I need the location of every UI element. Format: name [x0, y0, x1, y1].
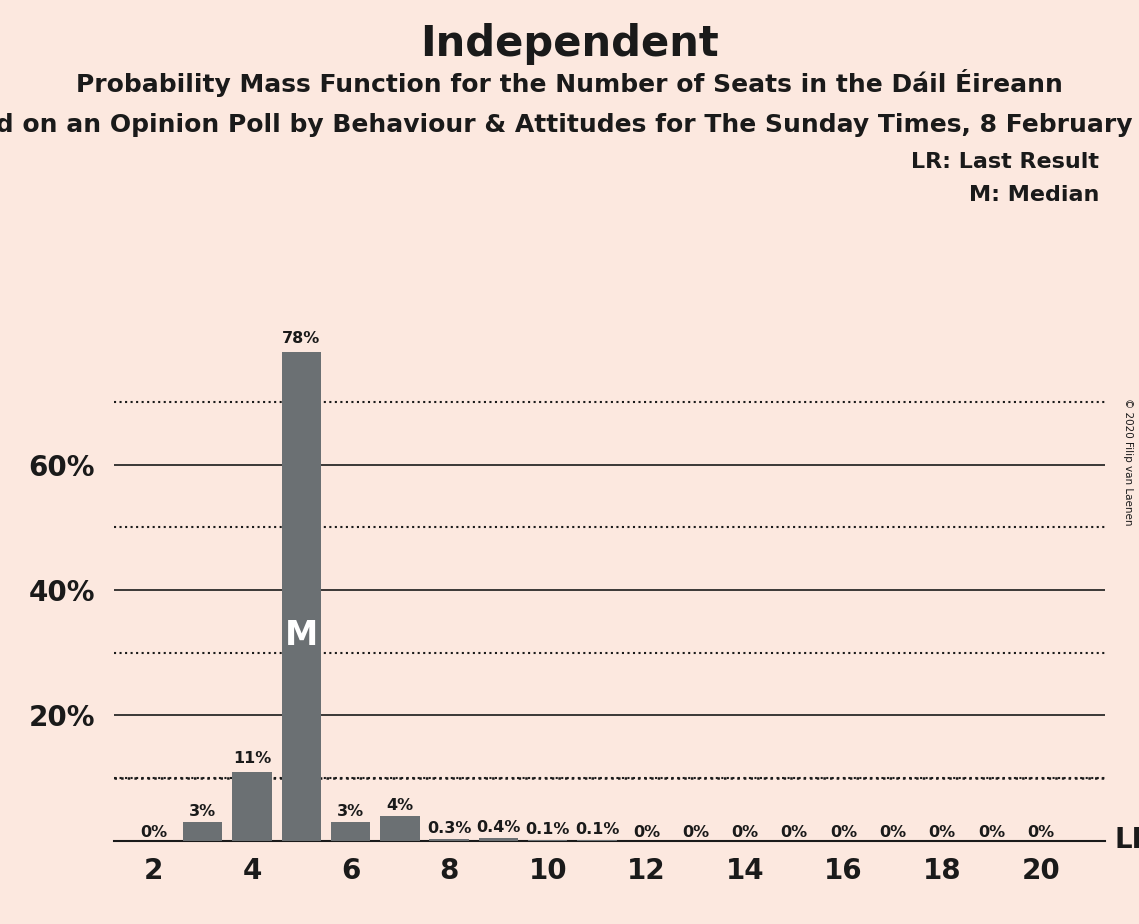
Text: Independent: Independent — [420, 23, 719, 65]
Text: M: Median: M: Median — [969, 185, 1099, 205]
Text: 0.3%: 0.3% — [427, 821, 472, 836]
Text: LR: LR — [1115, 826, 1139, 854]
Text: 0.1%: 0.1% — [575, 822, 620, 837]
Text: 0%: 0% — [978, 824, 1005, 840]
Text: 0%: 0% — [830, 824, 858, 840]
Text: 3%: 3% — [337, 804, 364, 819]
Text: © 2020 Filip van Laenen: © 2020 Filip van Laenen — [1123, 398, 1133, 526]
Text: Based on an Opinion Poll by Behaviour & Attitudes for The Sunday Times, 8 Februa: Based on an Opinion Poll by Behaviour & … — [0, 113, 1139, 137]
Text: Probability Mass Function for the Number of Seats in the Dáil Éireann: Probability Mass Function for the Number… — [76, 69, 1063, 97]
Text: 0%: 0% — [682, 824, 710, 840]
Text: 0%: 0% — [633, 824, 659, 840]
Text: M: M — [285, 619, 318, 652]
Text: 0.1%: 0.1% — [525, 822, 570, 837]
Text: 0%: 0% — [731, 824, 759, 840]
Bar — [380, 816, 419, 841]
Bar — [232, 772, 272, 841]
Text: 0%: 0% — [1027, 824, 1055, 840]
Bar — [281, 352, 321, 841]
Text: 0%: 0% — [780, 824, 808, 840]
Text: 78%: 78% — [282, 331, 320, 346]
Text: 0%: 0% — [928, 824, 956, 840]
Bar — [183, 822, 222, 841]
Text: 0.4%: 0.4% — [476, 821, 521, 835]
Bar — [429, 839, 469, 841]
Text: 3%: 3% — [189, 804, 216, 819]
Text: 11%: 11% — [232, 750, 271, 766]
Text: 4%: 4% — [386, 797, 413, 812]
Bar — [478, 838, 518, 841]
Bar — [330, 822, 370, 841]
Text: LR: Last Result: LR: Last Result — [911, 152, 1099, 173]
Text: 0%: 0% — [140, 824, 167, 840]
Text: 0%: 0% — [879, 824, 907, 840]
